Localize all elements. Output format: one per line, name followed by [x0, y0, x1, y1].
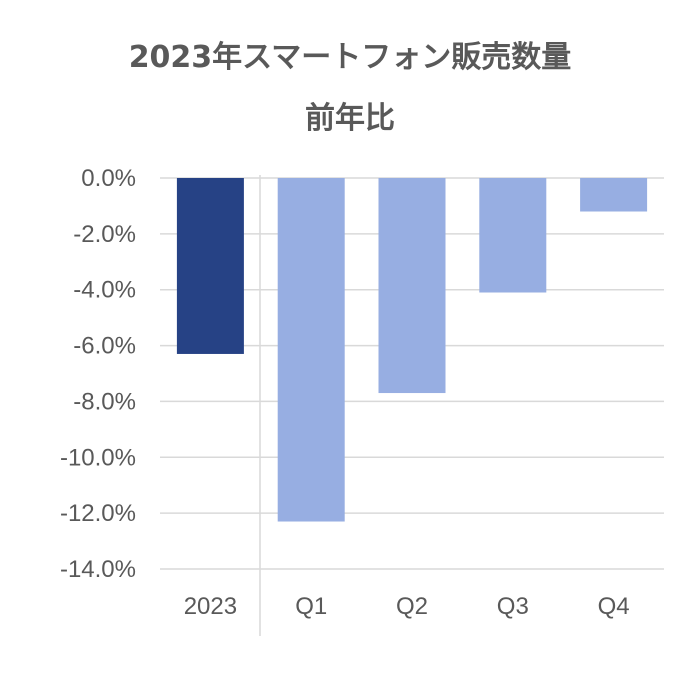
y-tick-label: -10.0% [60, 444, 136, 471]
x-tick-label: Q1 [295, 593, 327, 620]
x-axis-ticks: 2023 Q1 Q2 Q3 Q4 [184, 593, 630, 620]
chart-subtitle: 前年比 [305, 101, 395, 136]
y-tick-label: -6.0% [73, 333, 136, 360]
bar-q4 [580, 178, 648, 212]
y-tick-label: -12.0% [60, 500, 136, 527]
bar-q2 [378, 178, 446, 394]
bar-q1 [277, 178, 345, 522]
y-tick-label: -14.0% [60, 556, 136, 583]
y-axis-ticks: 0.0% -2.0% -4.0% -6.0% -8.0% -10.0% -12.0% -14.… [60, 165, 136, 583]
y-tick-label: -4.0% [73, 277, 136, 304]
y-tick-label: 0.0% [81, 165, 136, 192]
x-tick-label: Q4 [598, 593, 630, 620]
x-tick-label: Q2 [396, 593, 428, 620]
x-tick-label: 2023 [184, 593, 237, 620]
y-tick-label: -8.0% [73, 388, 136, 415]
x-tick-label: Q3 [497, 593, 529, 620]
bar-q3 [479, 178, 547, 293]
chart-title: 2023年スマートフォン販売数量 [128, 40, 572, 75]
bars [176, 178, 648, 522]
y-tick-label: -2.0% [73, 221, 136, 248]
bar-2023 [176, 178, 244, 354]
